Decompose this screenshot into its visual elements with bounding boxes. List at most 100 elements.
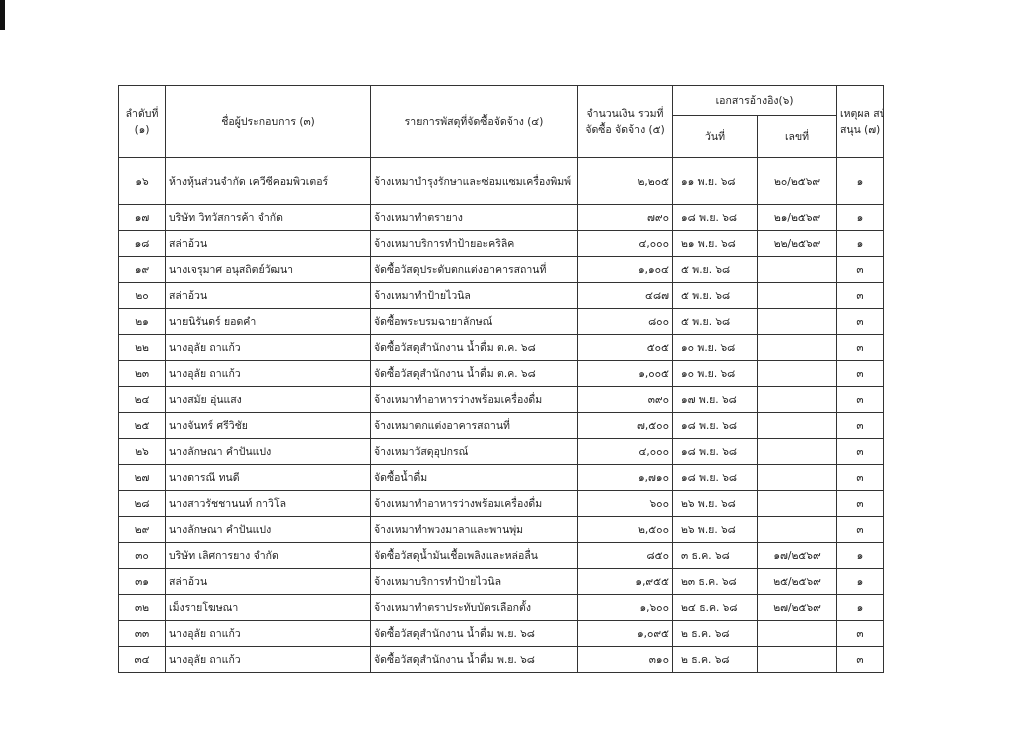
- cell-date: ๒๑ พ.ย. ๖๘: [672, 230, 758, 257]
- cell-amount: ๕๐๕: [577, 334, 673, 361]
- cell-amount: ๗,๕๐๐: [577, 412, 673, 439]
- cell-reason: ๑: [836, 594, 885, 621]
- cell-name: ห้างหุ้นส่วนจำกัด เควีซีคอมพิวเตอร์: [165, 157, 371, 205]
- cell-amount: ๔,๐๐๐: [577, 438, 673, 465]
- cell-item: จัดซื้อน้ำดื่ม: [370, 464, 578, 491]
- header-cell: เอกสารอ้างอิง(๖): [671, 85, 838, 116]
- cell-date: ๕ พ.ย. ๖๘: [672, 308, 758, 335]
- cell-num: ๒๘: [118, 490, 166, 517]
- cell-ref: [756, 516, 838, 543]
- cell-amount: ๒,๒๐๕: [577, 157, 673, 205]
- cell-item: จ้างเหมาทำอาหารว่างพร้อมเครื่องดื่ม: [370, 386, 578, 413]
- cell-date: ๕ พ.ย. ๖๘: [672, 256, 758, 283]
- procurement-table: ลำดับที่ (๑) ชื่อผู้ประกอบการ (๓) รายการพ…: [118, 85, 885, 673]
- scan-mark: [0, 0, 5, 30]
- cell-item: จัดซื้อวัสดุสำนักงาน น้ำดื่ม พ.ย. ๖๘: [370, 646, 578, 673]
- table-row: ๒๖ นางลักษณา คำปันแปง จ้างเหมาวัสดุอุปกรณ์…: [118, 438, 885, 465]
- header-text: สนุน (๗): [840, 123, 881, 136]
- cell-date: ๑๗ พ.ย. ๖๘: [672, 386, 758, 413]
- cell-ref: [756, 438, 838, 465]
- cell-ref: [756, 360, 838, 387]
- cell-reason: ๑: [836, 157, 885, 205]
- cell-amount: ๑,๐๐๕: [577, 360, 673, 387]
- cell-amount: ๔,๐๐๐: [577, 230, 673, 257]
- cell-amount: ๗๙๐: [577, 204, 673, 231]
- cell-reason: ๓: [836, 620, 885, 647]
- cell-item: จัดซื้อวัสดุประดับตกแต่งอาคารสถานที่: [370, 256, 578, 283]
- header-cell: เลขที่: [756, 115, 838, 158]
- cell-date: ๑๐ พ.ย. ๖๘: [672, 360, 758, 387]
- cell-name: นางอุลัย ถาแก้ว: [165, 360, 371, 387]
- cell-reason: ๑: [836, 230, 885, 257]
- cell-item: จ้างเหมาทำพวงมาลาและพานพุ่ม: [370, 516, 578, 543]
- cell-num: ๑๘: [118, 230, 166, 257]
- cell-name: เม็งรายโฆษณา: [165, 594, 371, 621]
- cell-amount: ๘๐๐: [577, 308, 673, 335]
- cell-name: นางสมัย อุ่นแสง: [165, 386, 371, 413]
- cell-ref: ๒๑/๒๕๖๙: [756, 204, 838, 231]
- cell-num: ๑๖: [118, 157, 166, 205]
- header-text: (๑): [134, 123, 150, 136]
- cell-ref: [756, 464, 838, 491]
- cell-amount: ๑,๗๑๐: [577, 464, 673, 491]
- cell-date: ๒๔ ธ.ค. ๖๘: [672, 594, 758, 621]
- header-text: เหตุผล สนับ: [840, 107, 883, 120]
- cell-reason: ๑: [836, 568, 885, 595]
- cell-item: จ้างเหมาทำอาหารว่างพร้อมเครื่องดื่ม: [370, 490, 578, 517]
- cell-date: ๒ ธ.ค. ๖๘: [672, 646, 758, 673]
- cell-name: นางอุลัย ถาแก้ว: [165, 334, 371, 361]
- cell-item: จ้างเหมาทำตราประทับบัตรเลือกตั้ง: [370, 594, 578, 621]
- cell-name: บริษัท วิทวัสการค้า จำกัด: [165, 204, 371, 231]
- cell-date: ๑๘ พ.ย. ๖๘: [672, 464, 758, 491]
- table-row: ๓๒ เม็งรายโฆษณา จ้างเหมาทำตราประทับบัตรเลื…: [118, 594, 885, 621]
- cell-name: นางดารณี ทนดี: [165, 464, 371, 491]
- header-text: ลำดับที่: [125, 107, 159, 120]
- cell-item: จ้างเหมาบำรุงรักษาและซ่อมแซมเครื่องพิมพ์: [370, 157, 578, 205]
- header-cell: ลำดับที่ (๑): [118, 85, 166, 158]
- cell-num: ๒๐: [118, 282, 166, 309]
- cell-amount: ๓๙๐: [577, 386, 673, 413]
- cell-item: จัดซื้อวัสดุน้ำมันเชื้อเพลิงและหล่อลื่น: [370, 542, 578, 569]
- cell-name: สล่าอ้วน: [165, 568, 371, 595]
- cell-item: จ้างเหมาวัสดุอุปกรณ์: [370, 438, 578, 465]
- cell-name: นางลักษณา คำปันแปง: [165, 516, 371, 543]
- cell-reason: ๑: [836, 204, 885, 231]
- cell-num: ๒๑: [118, 308, 166, 335]
- header-cell: รายการพัสดุที่จัดซื้อจัดจ้าง (๔): [370, 85, 578, 158]
- table-body: ๑๖ ห้างหุ้นส่วนจำกัด เควีซีคอมพิวเตอร์ จ้า…: [118, 157, 885, 673]
- cell-item: จ้างเหมาบริการทำป้ายอะคริลิค: [370, 230, 578, 257]
- table-row: ๒๘ นางสาวรัชชานนท์ กาวิโล จ้างเหมาทำอาหารว…: [118, 490, 885, 517]
- cell-num: ๓๑: [118, 568, 166, 595]
- cell-amount: ๘๕๐: [577, 542, 673, 569]
- cell-num: ๑๙: [118, 256, 166, 283]
- cell-name: นางสาวรัชชานนท์ กาวิโล: [165, 490, 371, 517]
- cell-ref: ๒๒/๒๕๖๙: [756, 230, 838, 257]
- table-row: ๒๐ สล่าอ้วน จ้างเหมาทำป้ายไวนิล ๔๘๗๕ พ.ย. ๖…: [118, 282, 885, 309]
- cell-item: จัดซื้อวัสดุสำนักงาน น้ำดื่ม พ.ย. ๖๘: [370, 620, 578, 647]
- cell-date: ๒ ธ.ค. ๖๘: [672, 620, 758, 647]
- header-cell: ชื่อผู้ประกอบการ (๓): [165, 85, 371, 158]
- table-row: ๒๗ นางดารณี ทนดี จัดซื้อน้ำดื่ม ๑,๗๑๐ ๑๘ พ.ย…: [118, 464, 885, 491]
- cell-ref: ๒๕/๒๕๖๙: [756, 568, 838, 595]
- cell-ref: [756, 386, 838, 413]
- cell-ref: [756, 256, 838, 283]
- table-row: ๓๓ นางอุลัย ถาแก้ว จัดซื้อวัสดุสำนักงาน น้…: [118, 620, 885, 647]
- cell-num: ๒๖: [118, 438, 166, 465]
- cell-num: ๓๓: [118, 620, 166, 647]
- cell-num: ๓๒: [118, 594, 166, 621]
- cell-amount: ๑,๐๙๕: [577, 620, 673, 647]
- cell-item: จ้างเหมาตกแต่งอาคารสถานที่: [370, 412, 578, 439]
- cell-ref: [756, 412, 838, 439]
- table-row: ๒๔ นางสมัย อุ่นแสง จ้างเหมาทำอาหารว่างพร้อ…: [118, 386, 885, 413]
- cell-ref: [756, 620, 838, 647]
- table-row: ๒๙ นางลักษณา คำปันแปง จ้างเหมาทำพวงมาลาและ…: [118, 516, 885, 543]
- cell-num: ๒๙: [118, 516, 166, 543]
- cell-amount: ๑,๙๕๕: [577, 568, 673, 595]
- cell-reason: ๓: [836, 386, 885, 413]
- header-text: จัดซื้อ จัดจ้าง (๕): [585, 123, 665, 136]
- cell-item: จ้างเหมาบริการทำป้ายไวนิล: [370, 568, 578, 595]
- cell-reason: ๓: [836, 412, 885, 439]
- cell-amount: ๔๘๗: [577, 282, 673, 309]
- cell-date: ๓ ธ.ค. ๖๘: [672, 542, 758, 569]
- cell-ref: [756, 334, 838, 361]
